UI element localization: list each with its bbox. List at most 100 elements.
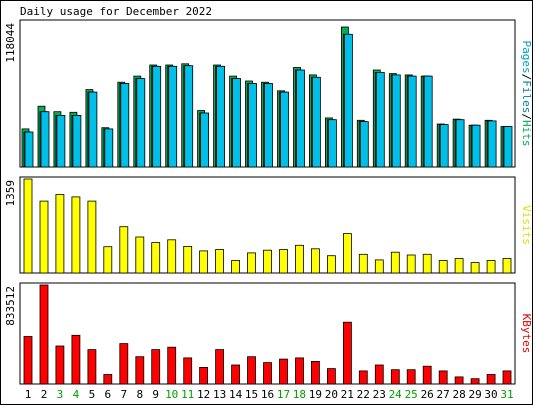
visits-side-label-part: Visits — [520, 205, 533, 245]
hits-files-pages-side-label-part: Files — [520, 80, 533, 113]
kbytes-bar — [263, 362, 272, 385]
visits-bar — [310, 248, 320, 274]
kbytes-bar — [438, 370, 448, 385]
kbytes-bar — [199, 366, 209, 385]
pages-bar — [391, 74, 401, 168]
x-tick-label: 13 — [213, 388, 226, 401]
x-tick-label: 28 — [452, 388, 465, 401]
x-tick-label: 20 — [325, 388, 338, 401]
kbytes-bar — [87, 349, 97, 385]
visits-bar — [135, 236, 145, 274]
pages-bar — [200, 112, 210, 168]
pages-bar — [423, 75, 433, 168]
visits-bar — [71, 196, 81, 274]
hits-files-pages-side-label-part: Hits — [520, 120, 533, 147]
pages-bar — [359, 121, 369, 168]
visits-bar — [103, 246, 113, 274]
visits-bar — [390, 251, 400, 274]
pages-bar — [248, 83, 257, 168]
kbytes-bar — [454, 376, 464, 385]
hits-files-pages-side-label: Pages/Files/Hits — [520, 41, 533, 147]
x-tick-label: 15 — [245, 388, 258, 401]
visits-bar — [55, 194, 65, 274]
x-tick-label: 1 — [25, 388, 32, 401]
visits-bar — [231, 260, 241, 274]
visits-bar — [358, 253, 368, 274]
kbytes-bar — [231, 364, 241, 385]
kbytes-bar — [279, 358, 288, 385]
x-tick-label: 2 — [41, 388, 48, 401]
chart-title: Daily usage for December 2022 — [20, 5, 212, 18]
x-tick-label: 22 — [357, 388, 370, 401]
kbytes-bar — [502, 370, 512, 385]
visits-bar — [119, 226, 129, 274]
pages-bar — [455, 119, 465, 168]
x-tick-label: 3 — [57, 388, 64, 401]
x-tick-label: 27 — [436, 388, 449, 401]
visits-bar — [23, 178, 33, 274]
kbytes-bar — [406, 369, 416, 385]
visits-bar — [502, 258, 512, 274]
pages-bar — [407, 75, 417, 168]
pages-bar — [375, 72, 385, 168]
x-tick-label: 16 — [261, 388, 274, 401]
kbytes-bar — [390, 369, 400, 385]
kbytes-bar — [470, 378, 480, 385]
x-tick-label: 19 — [309, 388, 322, 401]
hits-files-pages-ymax-label: 118044 — [4, 23, 17, 63]
visits-bar — [39, 200, 49, 274]
pages-bar — [264, 83, 273, 168]
pages-bar — [88, 91, 98, 168]
x-tick-label: 5 — [89, 388, 96, 401]
kbytes-bar — [167, 346, 177, 385]
x-tick-label: 9 — [152, 388, 159, 401]
visits-bar — [247, 252, 256, 274]
kbytes-bar — [23, 336, 33, 385]
x-tick-label: 11 — [181, 388, 194, 401]
pages-bar — [503, 126, 513, 168]
visits-bar — [215, 249, 225, 274]
pages-bar — [216, 65, 226, 168]
x-tick-label: 23 — [373, 388, 386, 401]
pages-bar — [471, 124, 481, 168]
kbytes-bar — [103, 374, 113, 385]
visits-bar — [199, 250, 209, 274]
x-tick-label: 14 — [229, 388, 243, 401]
x-tick-label: 4 — [73, 388, 80, 401]
pages-bar — [152, 65, 162, 168]
hits-files-pages-side-label-part: / — [520, 113, 533, 120]
kbytes-bar — [183, 357, 193, 385]
kbytes-side-label-part: KBytes — [520, 314, 533, 354]
pages-bar — [280, 91, 289, 168]
visits-bar — [422, 253, 432, 274]
pages-bar — [343, 33, 353, 168]
visits-ymax-label: 1359 — [4, 180, 17, 207]
pages-bar — [487, 120, 497, 168]
pages-bar — [56, 115, 66, 168]
x-tick-label: 8 — [136, 388, 143, 401]
x-tick-label: 25 — [405, 388, 418, 401]
visits-bar — [167, 239, 177, 274]
x-tick-label: 7 — [120, 388, 127, 401]
pages-bar — [24, 131, 34, 168]
kbytes-bar — [342, 321, 352, 385]
pages-bar — [40, 111, 50, 168]
kbytes-side-label: KBytes — [520, 314, 533, 354]
visits-bar — [470, 262, 480, 274]
visits-bar — [342, 233, 352, 274]
pages-bar — [311, 76, 321, 168]
kbytes-bar — [151, 349, 161, 385]
visits-side-label: Visits — [520, 205, 533, 245]
visits-bar — [279, 249, 288, 274]
x-tick-label: 17 — [277, 388, 290, 401]
kbytes-ymax-label: 833512 — [4, 286, 17, 326]
x-tick-label: 29 — [468, 388, 481, 401]
visits-bar — [454, 258, 464, 274]
kbytes-bar — [310, 360, 320, 385]
visits-bar — [438, 260, 448, 274]
pages-bar — [136, 78, 146, 168]
x-tick-label: 30 — [484, 388, 497, 401]
kbytes-bar — [247, 356, 256, 385]
